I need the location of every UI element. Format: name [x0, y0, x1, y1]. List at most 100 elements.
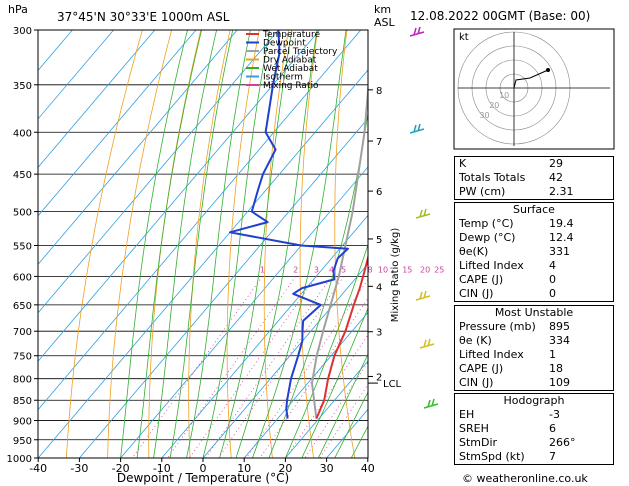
mixing-ratio-axis-label: Mixing Ratio (g/kg)	[390, 228, 401, 323]
legend-label: Temperature	[262, 30, 320, 40]
temperature-tick-label: -20	[112, 462, 130, 475]
dry-adiabat-line	[188, 30, 231, 458]
surface-row: Dewp (°C) 12.4	[459, 231, 574, 244]
pressure-tick-label: 800	[13, 375, 32, 386]
wind-barb	[419, 338, 435, 349]
legend-label: Wet Adiabat	[263, 64, 318, 74]
mixing-ratio-line	[217, 276, 344, 458]
wet-adiabat-line	[169, 30, 234, 458]
wind-barb	[415, 208, 431, 219]
indices-table: K 29 Totals Totals 42 PW (cm) 2.31	[454, 156, 614, 200]
temperature-tick-label: 40	[361, 462, 375, 475]
mixing-ratio-label: 15	[402, 265, 412, 274]
hodograph-frame	[453, 28, 615, 150]
legend-label: Dewpoint	[263, 39, 306, 49]
isotherm-line	[285, 360, 368, 458]
dewpoint-line	[229, 30, 349, 419]
hodograph-trace	[513, 69, 549, 89]
wet-adiabat-line	[318, 353, 368, 458]
surface-row: CIN (J) 0	[459, 287, 556, 300]
wet-adiabat-line	[120, 30, 188, 458]
pressure-tick-label: 950	[13, 436, 32, 447]
most-unstable-table: Most Unstable Pressure (mb) 895 θe (K) 334…	[454, 305, 614, 391]
pressure-tick-label: 1000	[7, 454, 32, 465]
hodograph-storm-point	[546, 68, 550, 72]
km-tick-label: 7	[376, 137, 382, 148]
pressure-tick-label: 550	[13, 241, 32, 252]
mixing-ratio-line	[205, 276, 332, 458]
mu-row: Lifted Index 1	[459, 348, 556, 361]
mixing-ratio-label: 2	[293, 265, 298, 274]
wet-adiabat-line	[301, 307, 368, 458]
temperature-tick-label: -10	[153, 462, 171, 475]
wind-barb	[415, 290, 431, 301]
surface-table: Surface Temp (°C) 19.4 Dewp (°C) 12.4 θe(K…	[454, 202, 614, 302]
pressure-tick-label: 700	[13, 327, 32, 338]
hodograph-ring-label: 20	[489, 101, 499, 110]
temperature-tick-label: -30	[70, 462, 88, 475]
pressure-tick-label: 300	[13, 26, 32, 37]
mixing-ratio-label: 8	[367, 265, 372, 274]
surface-row: CAPE (J) 0	[459, 273, 556, 286]
mixing-ratio-line	[189, 276, 317, 458]
legend-label: Parcel Trajectory	[263, 47, 338, 57]
profiles	[229, 30, 368, 419]
isotherm-line	[161, 214, 368, 458]
wet-adiabat-line	[136, 30, 202, 458]
surface-row: Temp (°C) 19.4	[459, 217, 574, 230]
x-axis-label: Dewpoint / Temperature (°C)	[117, 471, 289, 485]
hodo-row: EH -3	[459, 408, 560, 421]
mixing-ratio-label: 20	[420, 265, 430, 274]
km-tick-label: 8	[376, 86, 382, 97]
temperature-tick-label: 10	[237, 462, 251, 475]
pressure-axis: 300 350 400 450 500 550 600 650 700 750 800 850 900 9…	[7, 26, 38, 465]
hodograph-title: Hodograph	[503, 394, 565, 407]
wind-barb	[423, 398, 439, 409]
wet-adiabat-line	[252, 30, 347, 458]
wind-barb	[409, 26, 425, 37]
wind-barbs	[409, 26, 439, 409]
pressure-tick-label: 850	[13, 396, 32, 407]
mu-row: CIN (J) 109	[459, 376, 570, 389]
legend-label: Isotherm	[263, 73, 303, 83]
index-row: Totals Totals 42	[459, 171, 563, 184]
isotherm-line	[38, 30, 156, 169]
location-title: 37°45'N 30°33'E 1000m ASL	[57, 10, 230, 24]
credit-text[interactable]: © weatheronline.co.uk	[462, 472, 588, 485]
mixing-ratio-line	[285, 334, 368, 458]
hodograph-ring-label: 30	[479, 111, 489, 120]
surface-title: Surface	[513, 203, 555, 216]
hodograph-table: Hodograph EH -3 SREH 6 StmDir 266° StmSpd (…	[454, 393, 614, 465]
mixing-ratio-label: 1	[260, 265, 265, 274]
km-tick-label: 2	[376, 372, 382, 383]
km-tick-label: 6	[376, 187, 382, 198]
isotherm-line	[243, 311, 368, 458]
hodograph-ring-label: 10	[499, 91, 509, 100]
isotherm-line	[38, 69, 368, 458]
temperature-tick-label: 0	[200, 462, 207, 475]
hodo-row: SREH 6	[459, 422, 556, 435]
wet-adiabat-line	[268, 110, 368, 458]
mixing-ratio-line	[304, 361, 368, 458]
asl-label: ASL	[374, 16, 396, 29]
isotherm-line	[38, 30, 114, 120]
wind-barb	[409, 123, 425, 134]
wet-adiabat-line	[235, 30, 318, 458]
pressure-tick-label: 500	[13, 208, 32, 219]
hodo-row: StmSpd (kt) 7	[459, 450, 556, 463]
mu-row: θe (K) 334	[459, 334, 570, 347]
hodograph-kt-label: kt	[459, 32, 469, 43]
wet-adiabat-line	[334, 391, 368, 458]
pressure-tick-label: 650	[13, 301, 32, 312]
mixing-ratio-label: 10	[378, 265, 388, 274]
pressure-tick-label: 350	[13, 81, 32, 92]
pressure-tick-label: 600	[13, 272, 32, 283]
km-tick-label: 4	[376, 282, 382, 293]
wet-adiabat-line	[153, 30, 217, 458]
dry-adiabat-line	[334, 30, 356, 458]
